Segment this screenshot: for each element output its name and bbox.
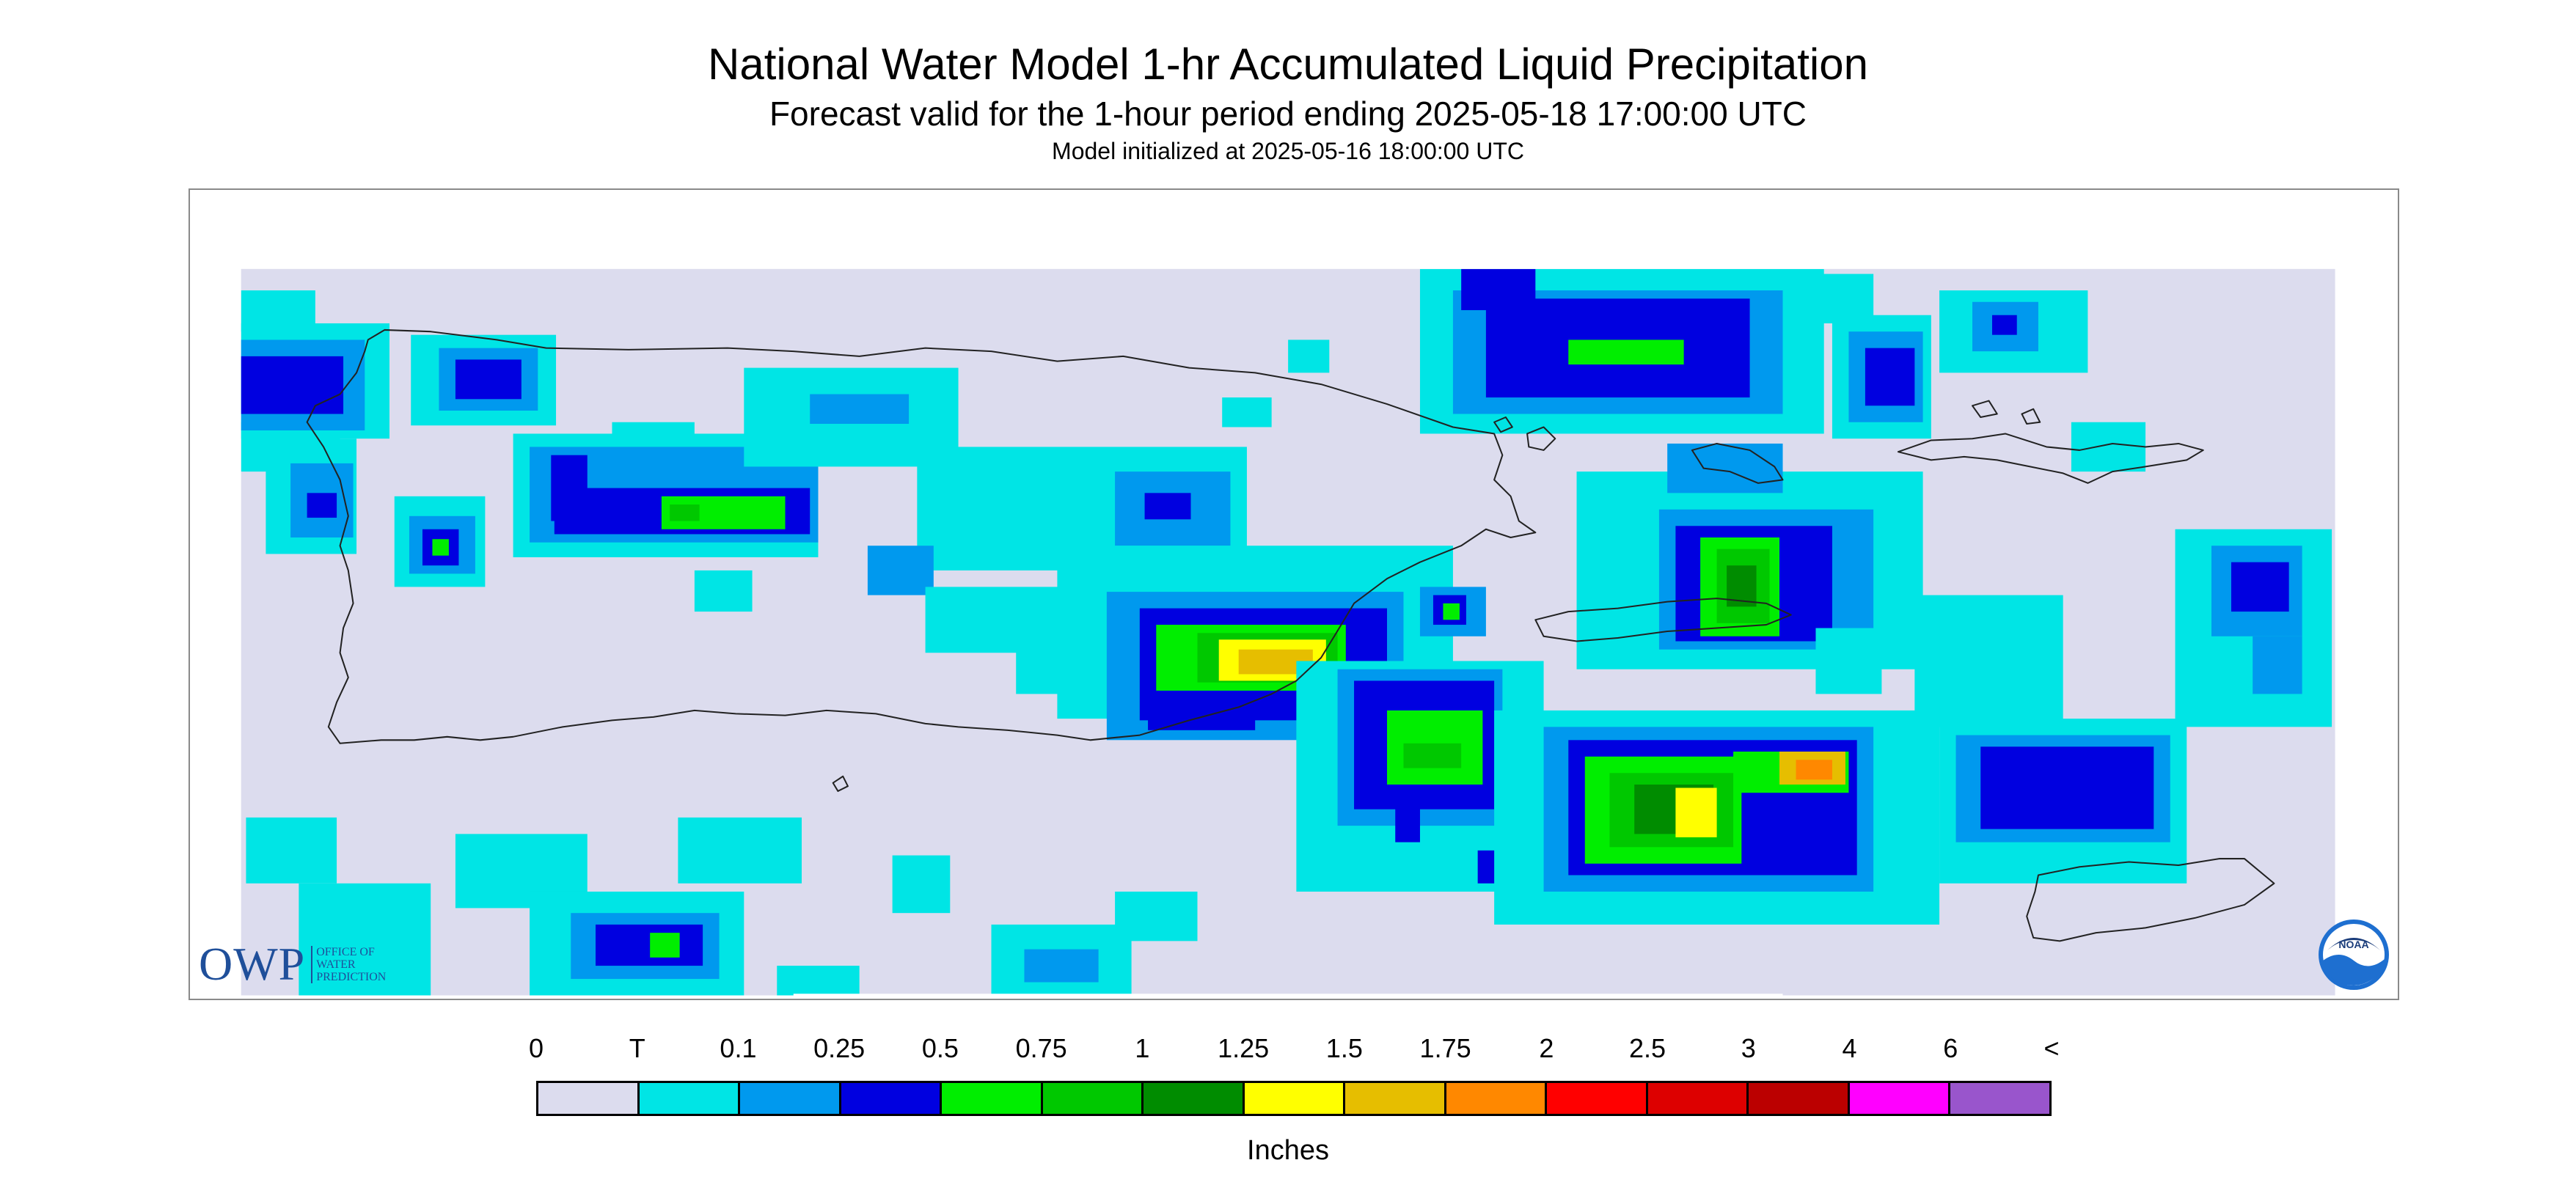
legend-tick-label: 0.25 xyxy=(813,1033,866,1063)
legend-swatch xyxy=(1749,1083,1850,1114)
precip-cell-northwest-corner xyxy=(241,290,390,554)
legend-swatch xyxy=(1950,1083,2049,1114)
legend-tick-label: 2 xyxy=(1539,1033,1554,1063)
legend-tick-label: 1.75 xyxy=(1419,1033,1471,1063)
legend-tick-label: 1.25 xyxy=(1218,1033,1270,1063)
precip-cell-south-offshore xyxy=(246,817,1198,996)
st-john-bvi-outline xyxy=(1897,400,2204,484)
noaa-logo: NOAA xyxy=(2317,918,2390,991)
legend-swatch xyxy=(1042,1083,1144,1114)
precip-cell-southeast-offshore xyxy=(1494,710,1940,925)
legend-swatch xyxy=(1144,1083,1245,1114)
legend-swatch xyxy=(1446,1083,1548,1114)
map-title: National Water Model 1-hr Accumulated Li… xyxy=(708,40,1868,89)
map-subtitle: Forecast valid for the 1-hour period end… xyxy=(769,95,1807,133)
precip-cell-far-east xyxy=(2175,529,2332,727)
owp-logo-line: WATER xyxy=(316,958,356,971)
legend-tick-label: 2.5 xyxy=(1629,1033,1666,1063)
legend-tick-label: T xyxy=(629,1033,645,1063)
legend-swatch xyxy=(639,1083,741,1114)
precip-cell-north-offshore-band xyxy=(1419,268,1874,493)
legend-swatch xyxy=(1244,1083,1346,1114)
st-thomas-outline xyxy=(1691,442,1784,484)
legend-units-label: Inches xyxy=(1247,1135,1329,1166)
owp-logo-line: OFFICE OF xyxy=(316,945,375,958)
precip-cell-st-thomas xyxy=(1832,290,2146,472)
legend-swatch xyxy=(942,1083,1043,1114)
legend-swatch xyxy=(740,1083,841,1114)
colorbar xyxy=(536,1081,2052,1116)
precipitation-fields xyxy=(241,268,2332,996)
legend-swatch xyxy=(538,1083,640,1114)
owp-logo: OWP OFFICE OF WATER PREDICTION xyxy=(199,939,386,990)
coastlines xyxy=(306,328,2275,942)
legend-swatch xyxy=(1849,1083,1951,1114)
puerto-rico-outline xyxy=(306,328,1537,744)
owp-logo-text: OWP xyxy=(199,938,306,990)
st-croix-outline xyxy=(2026,858,2275,942)
legend-swatch xyxy=(1345,1083,1446,1114)
noaa-logo-text: NOAA xyxy=(2338,939,2369,950)
owp-logo-subtitle: OFFICE OF WATER PREDICTION xyxy=(311,945,387,983)
legend-swatch xyxy=(1647,1083,1749,1114)
precipitation-map xyxy=(190,190,2398,999)
owp-logo-line: PREDICTION xyxy=(316,970,387,983)
vieques-outline xyxy=(1534,598,1792,642)
precip-cell-north-west-coast xyxy=(411,334,557,426)
legend-swatch xyxy=(1547,1083,1648,1114)
legend-tick-label: < xyxy=(2043,1033,2060,1063)
legend-tick-label: 0.75 xyxy=(1015,1033,1067,1063)
legend-swatch xyxy=(841,1083,943,1114)
legend-tick-label: 0.5 xyxy=(921,1033,959,1063)
legend-tick-label: 1.5 xyxy=(1325,1033,1363,1063)
legend-tick-label: 0 xyxy=(528,1033,544,1063)
map-frame: OWP OFFICE OF WATER PREDICTION NOAA xyxy=(189,188,2399,1000)
model-init-time: Model initialized at 2025-05-16 18:00:00… xyxy=(1052,138,1524,164)
culebra-islands xyxy=(1493,416,1556,451)
legend-tick-label: 1 xyxy=(1135,1033,1150,1063)
noaa-emblem-icon xyxy=(2319,919,2389,990)
precip-cell-st-croix-band xyxy=(1914,595,2187,884)
legend-tick-label: 3 xyxy=(1741,1033,1756,1063)
legend-tick-label: 4 xyxy=(1842,1033,1857,1063)
legend-tick-label: 0.1 xyxy=(720,1033,757,1063)
precip-cell-vieques-north xyxy=(1576,471,1923,694)
legend-tick-label: 6 xyxy=(1943,1033,1958,1063)
precip-cell-west xyxy=(394,496,753,612)
mona-island-outline xyxy=(832,775,849,792)
